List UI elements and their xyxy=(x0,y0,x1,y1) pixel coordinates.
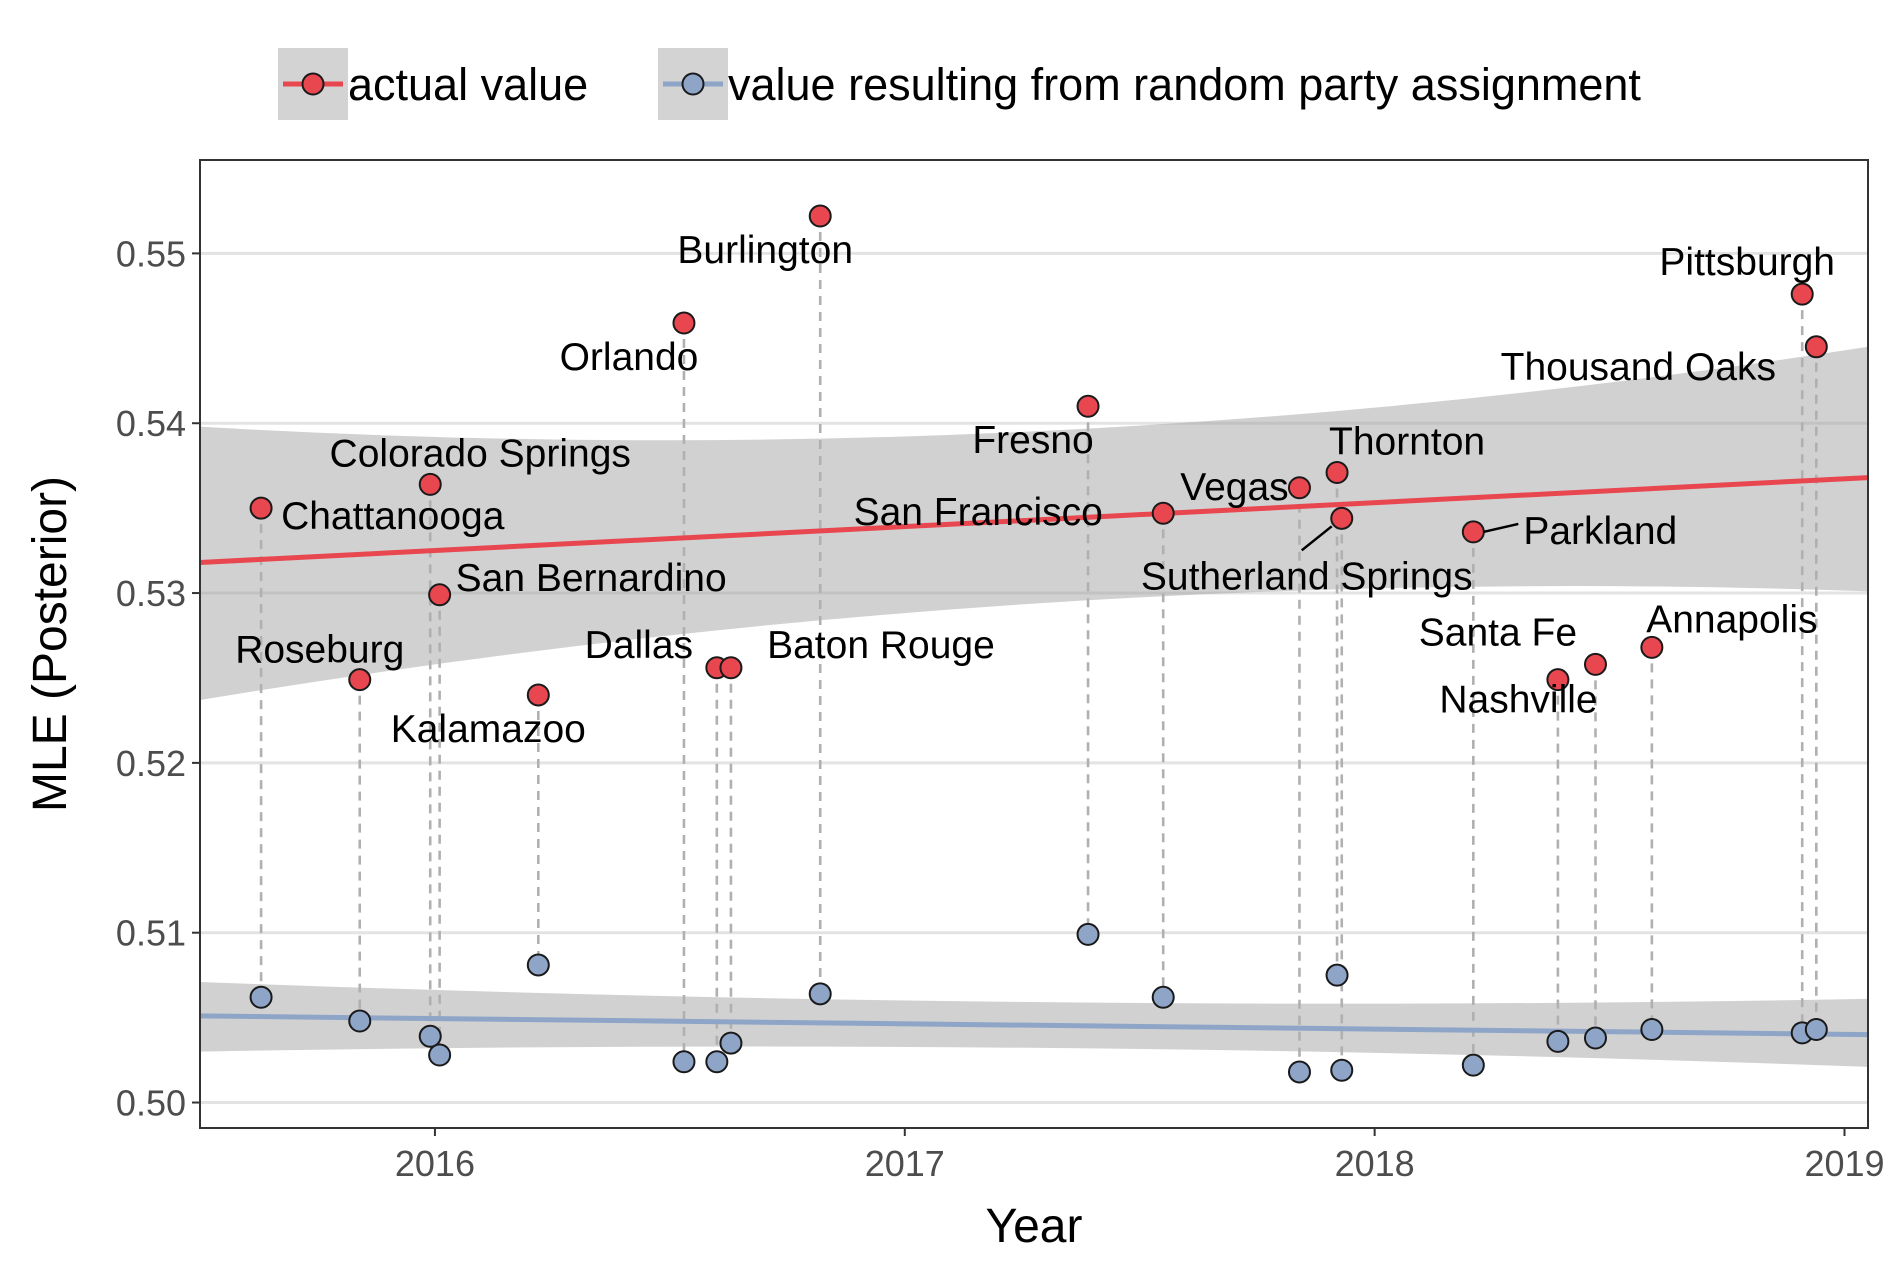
point-actual xyxy=(1546,668,1570,692)
point-random xyxy=(428,1043,452,1067)
point-random xyxy=(1151,985,1175,1009)
point-random xyxy=(526,953,550,977)
point-label: Santa Fe xyxy=(1419,612,1577,655)
y-tick-label: 0.51 xyxy=(116,913,186,954)
point-label: Vegas xyxy=(1180,466,1288,509)
point-actual xyxy=(526,683,550,707)
point-random xyxy=(1546,1029,1570,1053)
legend-item-0: actual value xyxy=(278,48,588,120)
point-random xyxy=(348,1009,372,1033)
x-axis-title: Year xyxy=(986,1200,1083,1253)
point-actual xyxy=(672,311,696,335)
point-label: Pittsburgh xyxy=(1659,241,1835,284)
point-random xyxy=(1076,922,1100,946)
point-label: Annapolis xyxy=(1646,598,1817,641)
point-random xyxy=(1804,1018,1828,1042)
point-random xyxy=(1330,1058,1354,1082)
point-random xyxy=(249,985,273,1009)
axis-ticks: 0.50 0.51 0.52 0.53 0.54 0.55 2016 2017 2018 2019 xyxy=(116,233,1885,1184)
point-label: Kalamazoo xyxy=(391,708,586,751)
y-tick-label: 0.55 xyxy=(116,233,186,274)
x-tick-label: 2018 xyxy=(1335,1143,1415,1184)
point-actual xyxy=(1461,520,1485,544)
point-label: San Bernardino xyxy=(456,557,727,600)
point-label: Parkland xyxy=(1523,510,1677,553)
y-tick-label: 0.53 xyxy=(116,573,186,614)
point-actual xyxy=(1583,652,1607,676)
point-actual xyxy=(1804,335,1828,359)
y-tick-label: 0.50 xyxy=(116,1083,186,1124)
gridlines xyxy=(200,251,1868,1105)
legend-item-1: value resulting from random party assign… xyxy=(658,48,1641,120)
plot-border xyxy=(199,159,1869,1129)
point-random xyxy=(1640,1018,1664,1042)
legend-key-point xyxy=(301,72,325,96)
plot-panel xyxy=(200,160,1868,1128)
point-label: Thornton xyxy=(1329,420,1485,463)
point-random xyxy=(672,1050,696,1074)
y-tick-label: 0.54 xyxy=(116,403,186,444)
legend-label: actual value xyxy=(348,59,588,110)
point-actual xyxy=(1151,501,1175,525)
point-random xyxy=(808,982,832,1006)
point-actual xyxy=(719,656,743,680)
confidence-band-0 xyxy=(200,346,1868,701)
point-random xyxy=(719,1031,743,1055)
legend-label: value resulting from random party assign… xyxy=(728,59,1641,110)
point-label: Burlington xyxy=(677,229,853,272)
point-label: San Francisco xyxy=(854,491,1103,534)
point-actual xyxy=(808,204,832,228)
x-tick-label: 2019 xyxy=(1804,1143,1884,1184)
point-label: Nashville xyxy=(1439,678,1597,721)
point-label: Thousand Oaks xyxy=(1501,346,1776,389)
point-labels: Chattanooga Roseburg Colorado Springs San B… xyxy=(235,229,1835,751)
point-random xyxy=(705,1050,729,1074)
y-axis-title: MLE (Posterior) xyxy=(24,476,77,812)
point-actual xyxy=(1790,282,1814,306)
point-label: Orlando xyxy=(560,336,699,379)
point-label: Colorado Springs xyxy=(330,432,631,475)
point-random xyxy=(1287,1060,1311,1084)
point-actual xyxy=(418,472,442,496)
point-random xyxy=(1583,1026,1607,1050)
x-tick-label: 2016 xyxy=(395,1143,475,1184)
point-random xyxy=(418,1024,442,1048)
y-tick-label: 0.52 xyxy=(116,743,186,784)
point-label: Chattanooga xyxy=(281,495,505,538)
point-actual xyxy=(428,583,452,607)
point-actual xyxy=(1287,476,1311,500)
point-label: Baton Rouge xyxy=(767,624,995,667)
point-actual xyxy=(249,496,273,520)
point-label: Roseburg xyxy=(235,629,404,672)
point-actual xyxy=(1076,394,1100,418)
point-label: Dallas xyxy=(585,624,693,667)
event-connectors xyxy=(259,216,1818,1072)
point-random xyxy=(1461,1053,1485,1077)
point-actual xyxy=(348,668,372,692)
x-tick-label: 2017 xyxy=(865,1143,945,1184)
label-leader xyxy=(1300,525,1333,552)
point-label: Sutherland Springs xyxy=(1141,555,1473,598)
point-actual xyxy=(1330,506,1354,530)
label-leader xyxy=(1483,522,1519,534)
legend: actual value value resulting from random … xyxy=(278,48,1641,120)
trend-line-0 xyxy=(199,475,1869,565)
point-actual xyxy=(1640,635,1664,659)
legend-key-point xyxy=(681,72,705,96)
point-label: Fresno xyxy=(972,419,1093,462)
point-random xyxy=(1325,963,1349,987)
point-actual xyxy=(1325,460,1349,484)
